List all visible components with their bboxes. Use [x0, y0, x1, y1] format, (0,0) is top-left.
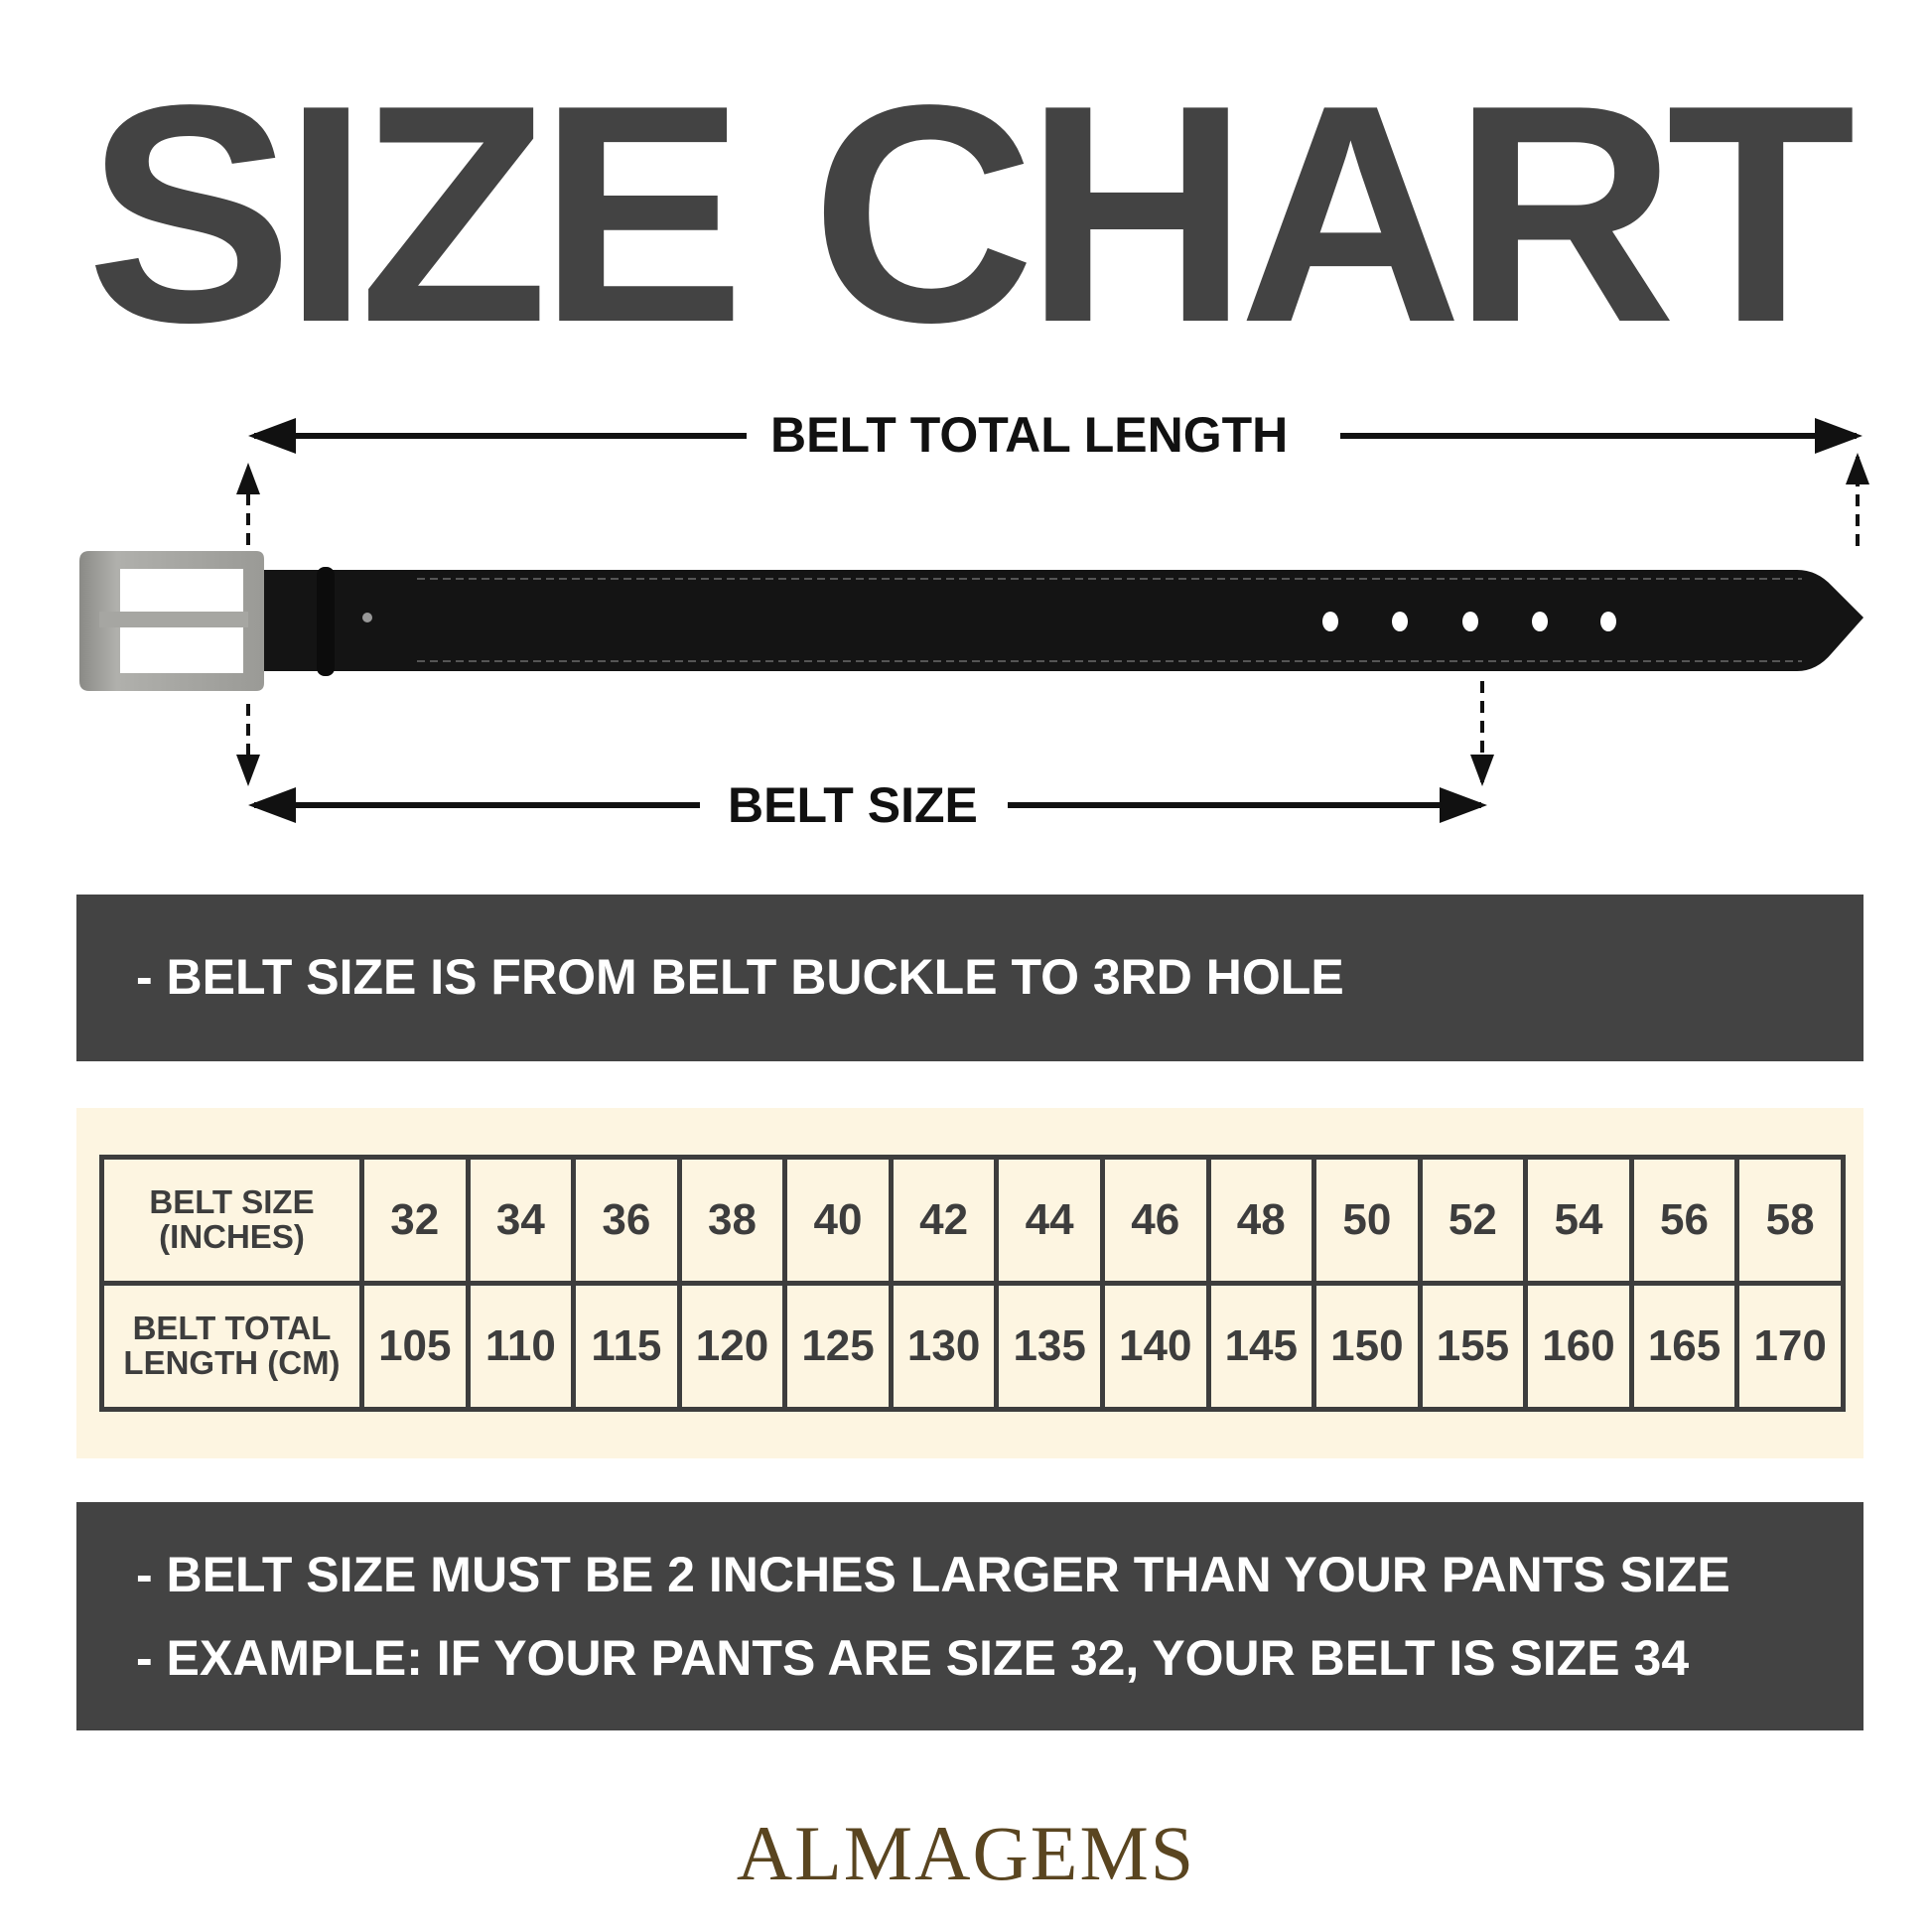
- belt-diagram: [79, 418, 1869, 823]
- note-text: - BELT SIZE IS FROM BELT BUCKLE TO 3RD H…: [136, 949, 1344, 1005]
- row-header-cm: BELT TOTAL LENGTH (CM): [99, 1281, 364, 1412]
- table-cell: 115: [571, 1281, 682, 1412]
- table-cell: 38: [676, 1155, 788, 1286]
- table-cell: 46: [1099, 1155, 1211, 1286]
- table-cell: 145: [1205, 1281, 1317, 1412]
- brand-logo: ALMAGEMS: [736, 1810, 1196, 1896]
- note-text: - BELT SIZE MUST BE 2 INCHES LARGER THAN…: [136, 1547, 1730, 1602]
- size-table: BELT SIZE (INCHES) 32 34 36 38 40 42 44 46 48 50 52…: [99, 1155, 1846, 1412]
- table-cell: 58: [1734, 1155, 1846, 1286]
- note-text: - EXAMPLE: IF YOUR PANTS ARE SIZE 32, YO…: [136, 1630, 1690, 1686]
- table-cell: 140: [1099, 1281, 1211, 1412]
- table-cell: 36: [571, 1155, 682, 1286]
- belt-size-label: BELT SIZE: [728, 777, 978, 833]
- table-cell: 125: [782, 1281, 894, 1412]
- table-cell: 170: [1734, 1281, 1846, 1412]
- table-row-inches: BELT SIZE (INCHES) 32 34 36 38 40 42 44 46 48 50 52…: [99, 1155, 1846, 1286]
- table-cell: 32: [359, 1155, 471, 1286]
- table-cell: 48: [1205, 1155, 1317, 1286]
- table-row-cm: BELT TOTAL LENGTH (CM) 105 110 115 120 125 130…: [99, 1281, 1846, 1412]
- table-cell: 130: [888, 1281, 1000, 1412]
- table-cell: 105: [359, 1281, 471, 1412]
- table-cell: 120: [676, 1281, 788, 1412]
- table-cell: 160: [1523, 1281, 1634, 1412]
- table-cell: 110: [465, 1281, 577, 1412]
- table-cell: 52: [1417, 1155, 1529, 1286]
- table-cell: 50: [1311, 1155, 1423, 1286]
- table-cell: 42: [888, 1155, 1000, 1286]
- total-length-label: BELT TOTAL LENGTH: [770, 407, 1289, 463]
- table-cell: 135: [994, 1281, 1105, 1412]
- page-title: SIZE CHART: [86, 42, 1856, 387]
- dashed-guides: [236, 453, 1869, 786]
- table-cell: 150: [1311, 1281, 1423, 1412]
- table-cell: 155: [1417, 1281, 1529, 1412]
- belt-image: [79, 551, 1863, 691]
- row-header-inches: BELT SIZE (INCHES): [99, 1155, 364, 1286]
- note-banner-top: - BELT SIZE IS FROM BELT BUCKLE TO 3RD H…: [76, 895, 1863, 1061]
- table-cell: 56: [1628, 1155, 1740, 1286]
- table-cell: 40: [782, 1155, 894, 1286]
- table-cell: 44: [994, 1155, 1105, 1286]
- table-cell: 34: [465, 1155, 577, 1286]
- table-cell: 165: [1628, 1281, 1740, 1412]
- table-cell: 54: [1523, 1155, 1634, 1286]
- belt-holes: [1322, 612, 1616, 631]
- note-banner-bottom: - BELT SIZE MUST BE 2 INCHES LARGER THAN…: [76, 1502, 1863, 1730]
